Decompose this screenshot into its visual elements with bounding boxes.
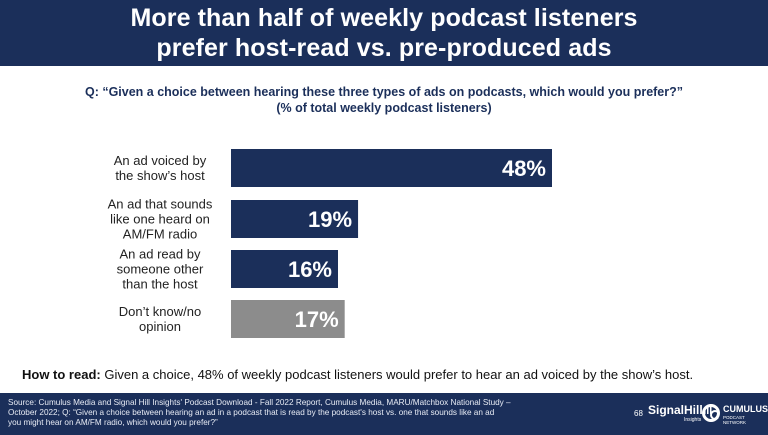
cumulus-logo-icon xyxy=(702,404,720,422)
value-label-2: 19% xyxy=(308,207,352,232)
bar-2 xyxy=(231,200,359,238)
how-to-read: How to read: Given a choice, 48% of week… xyxy=(22,367,762,382)
value-label-1: 48% xyxy=(502,156,546,181)
source-line-2: October 2022; Q: “Given a choice between… xyxy=(8,408,495,417)
title-line-2: prefer host-read vs. pre-produced ads xyxy=(156,34,612,62)
bar-4 xyxy=(231,300,345,338)
bar-1 xyxy=(231,149,552,187)
title-banner: More than half of weekly podcast listene… xyxy=(0,0,768,66)
how-to-read-label: How to read: xyxy=(22,367,101,382)
page-number: 68 xyxy=(634,409,643,418)
bar-chart: 48% An ad voiced by the show’s host 19% An a… xyxy=(108,149,552,338)
category-label-2: An ad that sounds like one heard on AM/FM … xyxy=(108,197,213,242)
cumulus-logo-sub: PODCAST NETWORK xyxy=(723,415,746,425)
category-label-4: Don’t know/no opinion xyxy=(119,304,201,334)
title-line-1: More than half of weekly podcast listene… xyxy=(130,4,638,32)
cumulus-logo-text: CUMULUS xyxy=(723,404,768,414)
source-line-1: Source: Cumulus Media and Signal Hill In… xyxy=(8,398,511,407)
source-line-3: you might hear on AM/FM radio, which wou… xyxy=(8,418,218,427)
signal-hill-sub: Insights xyxy=(684,417,702,423)
category-label-3: An ad read by someone other than the host xyxy=(117,247,204,292)
signal-hill-logo-text: SignalHill xyxy=(648,403,703,417)
survey-question: Q: “Given a choice between hearing these… xyxy=(0,84,768,116)
how-to-read-text: Given a choice, 48% of weekly podcast li… xyxy=(104,367,694,382)
bar-3 xyxy=(231,250,338,288)
question-text: Q: “Given a choice between hearing these… xyxy=(84,85,684,99)
footer: Source: Cumulus Media and Signal Hill In… xyxy=(0,393,768,435)
value-label-4: 17% xyxy=(295,307,339,332)
source-note: Source: Cumulus Media and Signal Hill In… xyxy=(8,398,593,428)
question-subtitle: (% of total weekly podcast listeners) xyxy=(276,101,492,115)
category-label-1: An ad voiced by the show’s host xyxy=(114,153,207,183)
value-label-3: 16% xyxy=(288,257,332,282)
